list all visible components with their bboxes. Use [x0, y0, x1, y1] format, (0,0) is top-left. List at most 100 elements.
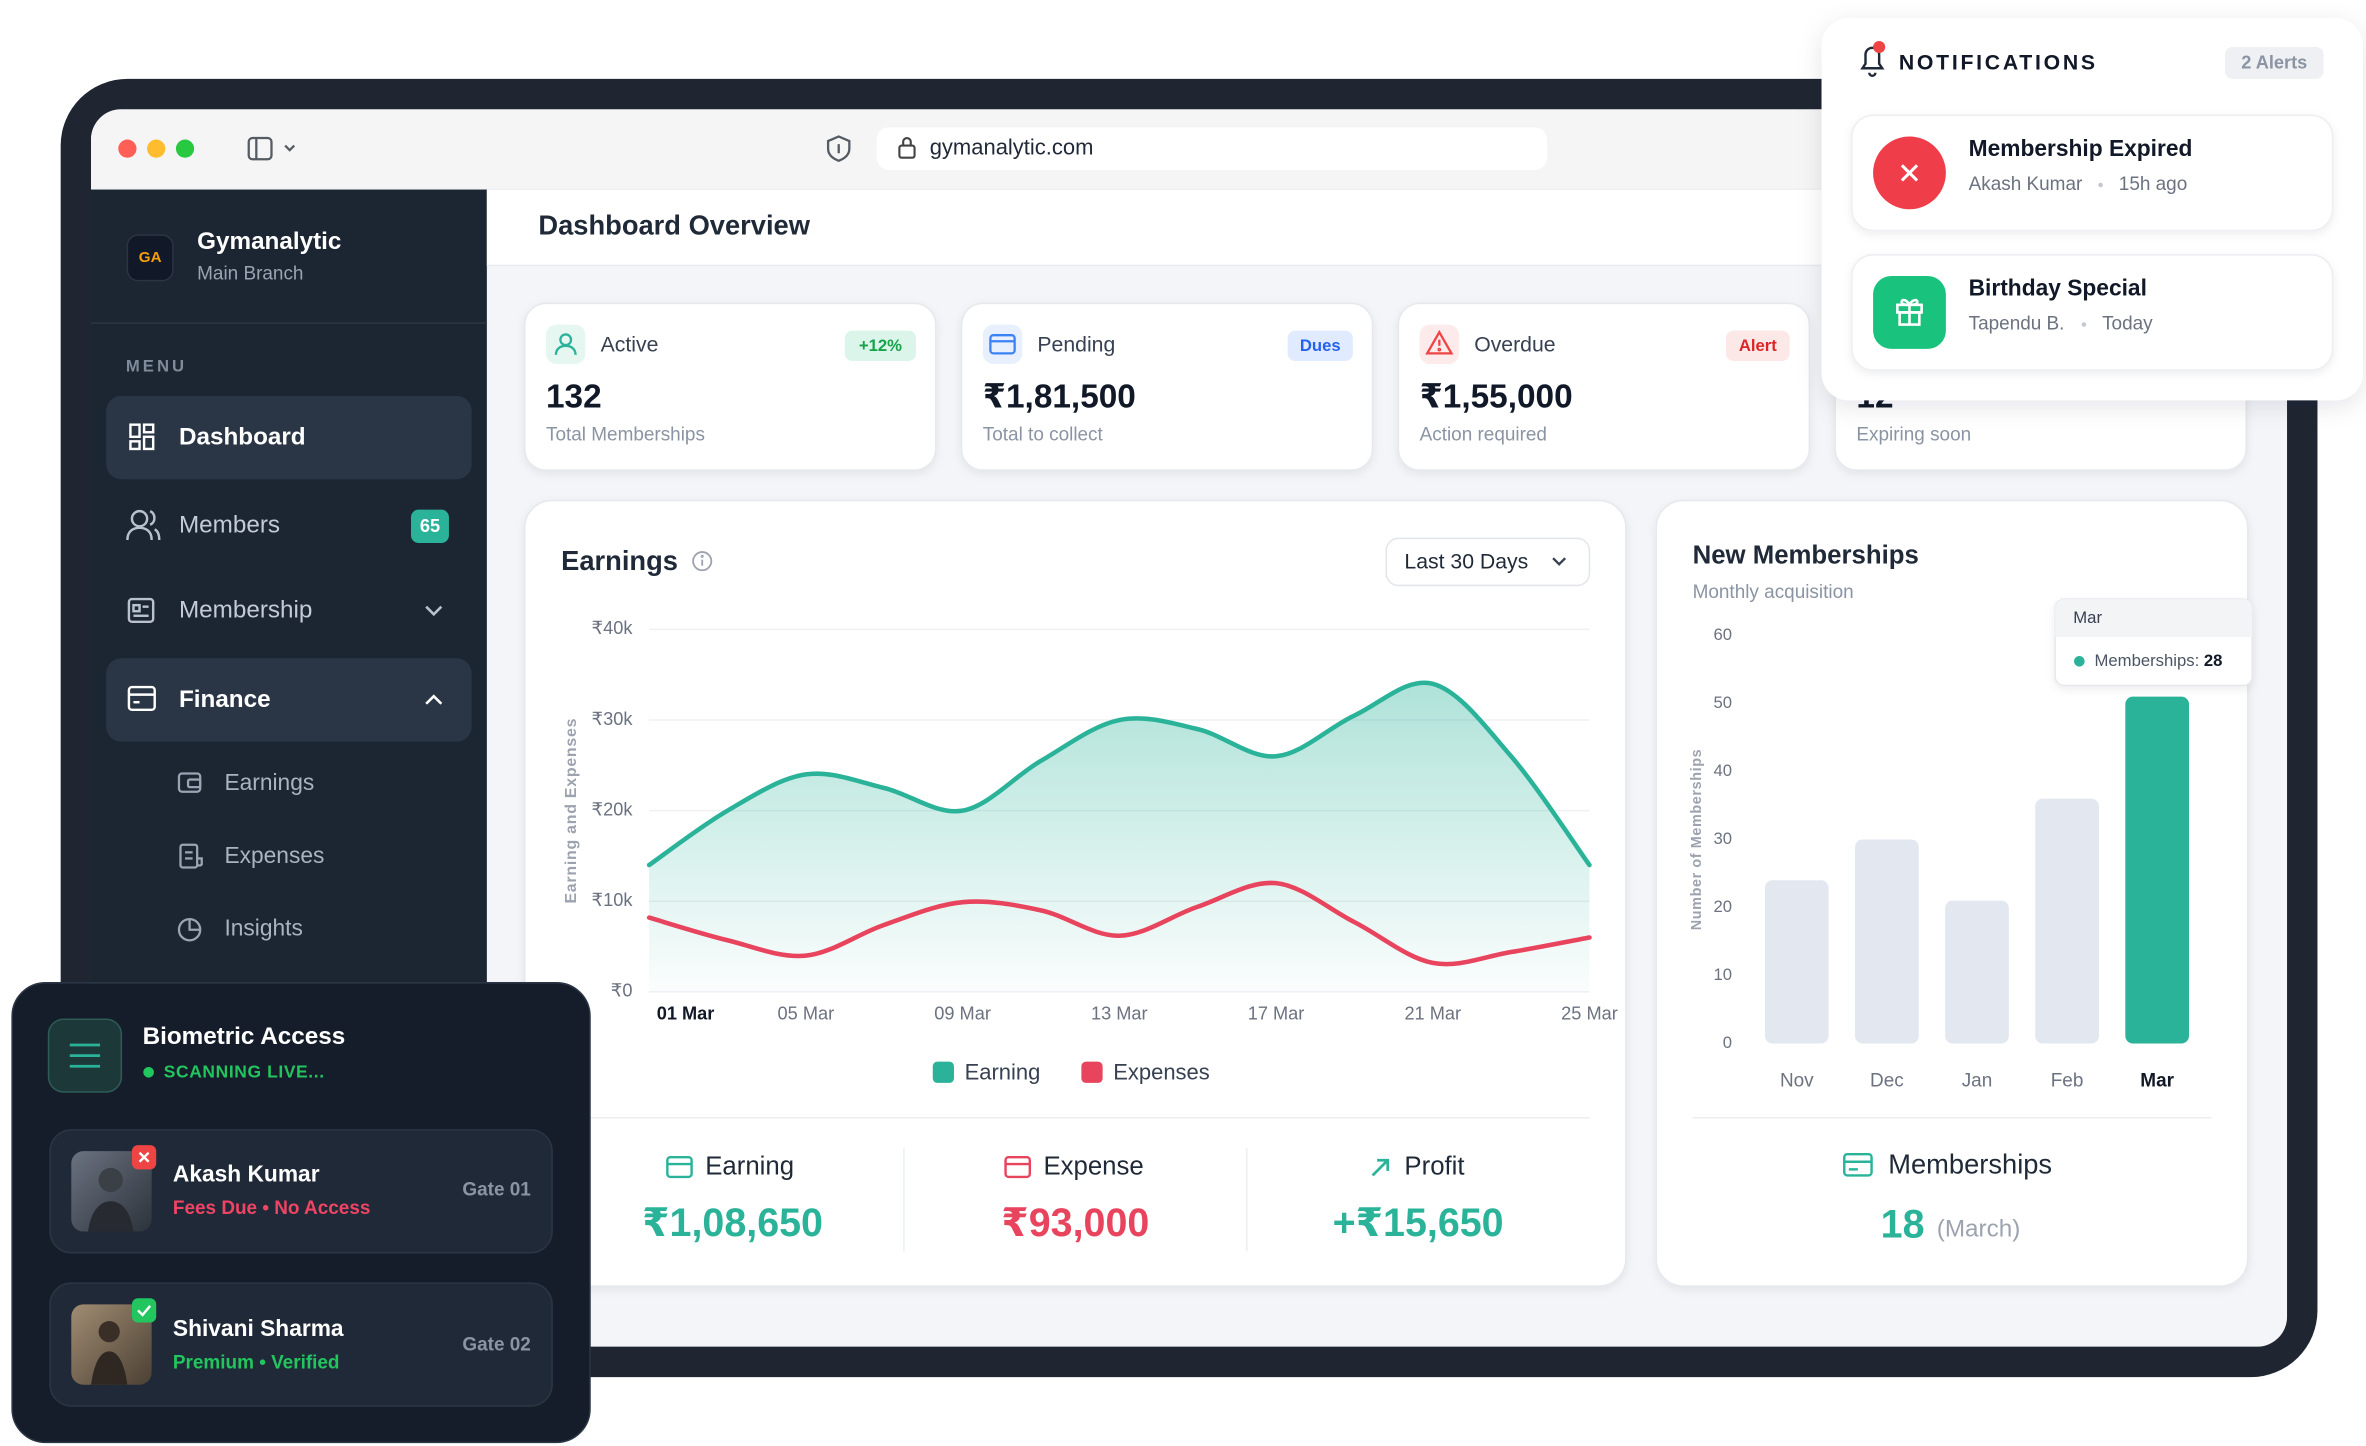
- y-tick-label: ₹30k: [592, 709, 634, 729]
- notification-name: Akash Kumar: [1969, 174, 2083, 195]
- shape: [126, 526, 153, 541]
- shape: [142, 423, 155, 434]
- shape: [142, 435, 155, 451]
- info-icon[interactable]: [692, 551, 713, 572]
- x-tick-label: 21 Mar: [1404, 1003, 1461, 1023]
- close-button[interactable]: [118, 139, 137, 158]
- shape: [666, 1156, 693, 1179]
- summary-label: Profit: [1404, 1153, 1464, 1181]
- shape: [129, 440, 141, 451]
- biometric-status: SCANNING LIVE...: [164, 1062, 325, 1082]
- shape: [692, 551, 713, 572]
- summary-value: ₹93,000: [1001, 1201, 1149, 1245]
- area: [649, 682, 1590, 992]
- shape: [130, 509, 149, 528]
- alert-count-badge: [2224, 47, 2324, 79]
- access-entry[interactable]: Shivani Sharma Premium • Verified Gate 0…: [49, 1282, 553, 1407]
- y-tick-label: ₹0: [611, 981, 633, 1001]
- x-tick-label: 13 Mar: [1091, 1003, 1148, 1023]
- bell-dot: [1873, 40, 1886, 54]
- brand-name: Gymanalytic: [197, 228, 341, 255]
- x-tick-label: Nov: [1780, 1070, 1814, 1091]
- y-axis-label: Number of Memberships: [1689, 749, 1705, 930]
- notification-item[interactable]: Membership Expired Akash Kumar 15h ago: [1851, 114, 2334, 232]
- insights-icon: [177, 917, 202, 942]
- sub-nav-item[interactable]: Insights: [224, 915, 302, 941]
- nav-active-bg: [106, 395, 472, 480]
- stat-card: Overdue Alert ₹1,55,000 Action required: [1397, 302, 1811, 471]
- stat-badge: Alert: [1739, 336, 1777, 355]
- finance-icon: [127, 685, 156, 712]
- bar: [2035, 798, 2099, 1044]
- sub-nav-item[interactable]: Expenses: [224, 842, 324, 868]
- legend-swatch: [1081, 1061, 1103, 1083]
- range-dropdown[interactable]: [1385, 537, 1591, 587]
- shape: [1004, 1156, 1032, 1179]
- summary-label: Earning: [705, 1153, 794, 1181]
- shape: [1437, 347, 1442, 352]
- line: [646, 680, 1592, 868]
- earnings-icon: [177, 772, 202, 793]
- sidebar-toggle[interactable]: [247, 136, 296, 161]
- sub-nav-item[interactable]: Earnings: [224, 769, 314, 795]
- shape: [960, 302, 1374, 471]
- nav-item[interactable]: Finance: [179, 686, 271, 713]
- shield-icon[interactable]: [826, 135, 851, 162]
- y-tick-label: 10: [1713, 965, 1732, 984]
- bar: [1945, 900, 2009, 1044]
- legend-label: Expenses: [1113, 1060, 1210, 1085]
- notification-time: Today: [2102, 314, 2153, 335]
- shape: [1868, 72, 1877, 77]
- y-tick-label: ₹40k: [592, 618, 634, 638]
- nav-item[interactable]: Members: [179, 512, 280, 539]
- chevron-down[interactable]: [425, 605, 443, 617]
- tooltip-text: Memberships: 28: [2095, 651, 2223, 670]
- minimize-button[interactable]: [147, 139, 166, 158]
- footer-value: 18: [1881, 1202, 1925, 1246]
- range-text: Last 30 Days: [1404, 550, 1528, 573]
- shape: [188, 919, 201, 931]
- shape: [1843, 1152, 1873, 1177]
- entry-gate: Gate 01: [462, 1180, 530, 1201]
- stat-caption: Total to collect: [983, 424, 1104, 445]
- stat-value: ₹1,55,000: [1420, 379, 1573, 416]
- shape: [2098, 182, 2103, 188]
- shape: [98, 1321, 120, 1343]
- y-tick-label: 30: [1713, 829, 1732, 848]
- notifications-panel: NOTIFICATIONS 2 Alerts Membership Expire…: [1821, 18, 2363, 401]
- shape: [2081, 322, 2087, 327]
- members-icon: [126, 509, 161, 541]
- zoom-button[interactable]: [175, 139, 195, 158]
- page-title: Dashboard Overview: [538, 210, 810, 241]
- y-tick-label: ₹20k: [592, 799, 634, 819]
- url-bar[interactable]: [876, 127, 1547, 170]
- members-badge-text: 65: [420, 516, 440, 536]
- nav-item[interactable]: Dashboard: [179, 424, 306, 451]
- memberships-chart: 0 10 20 30 40 50 60 Number of Memberships Nov Dec…: [1689, 625, 2190, 1091]
- members-badge: [411, 509, 449, 543]
- chart-title: New Memberships: [1693, 541, 1919, 569]
- tooltip-value: 28: [2204, 651, 2223, 670]
- shape: [87, 1201, 134, 1232]
- stat-badge: Dues: [1300, 336, 1341, 355]
- notification-name: Tapendu B.: [1969, 314, 2065, 335]
- shape: [179, 843, 199, 869]
- notification-item[interactable]: Birthday Special Tapendu B. Today: [1851, 254, 2334, 371]
- shape: [127, 597, 155, 624]
- stat-card: Pending Dues ₹1,81,500 Total to collect: [960, 302, 1374, 471]
- tooltip-series: Memberships:: [2095, 651, 2200, 670]
- nav-item[interactable]: Membership: [179, 597, 312, 624]
- bar: [1764, 880, 1829, 1044]
- stat-caption: Total Memberships: [546, 424, 705, 445]
- shape: [1425, 329, 1454, 355]
- biometric-panel: Biometric Access SCANNING LIVE... Akash …: [11, 982, 591, 1444]
- alert-count: 2 Alerts: [2241, 53, 2307, 73]
- access-entry[interactable]: Akash Kumar Fees Due • No Access Gate 01: [49, 1129, 553, 1254]
- x-tick-label: Jan: [1962, 1070, 1993, 1091]
- chart-subtitle: Monthly acquisition: [1693, 582, 1854, 603]
- chevron-up[interactable]: [425, 694, 443, 705]
- stat-value: ₹1,81,500: [983, 379, 1136, 416]
- line: [646, 880, 1592, 967]
- shape: [98, 1167, 123, 1193]
